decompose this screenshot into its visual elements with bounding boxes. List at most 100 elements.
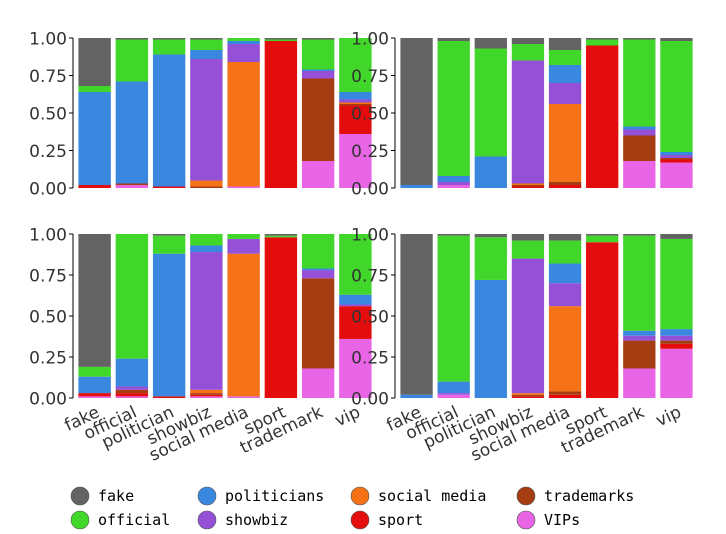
y-tick-label: 0.00 (351, 180, 389, 200)
legend-item-fake: fake (70, 486, 134, 506)
bar-segment-fake-fake (78, 234, 111, 367)
bar-segment-sport-fake (78, 185, 111, 188)
bar-segment-fake-trademark (301, 38, 335, 40)
bar-segment-official-trademark (301, 234, 335, 269)
bar-segment-trademarks-trademark (623, 340, 656, 369)
bar-segment-social-media-social-media (548, 104, 582, 182)
bar-segment-trademarks-trademark (301, 278, 335, 369)
bar-segment-official-sport (264, 235, 298, 238)
bar-segment-vips-vip (660, 162, 693, 188)
bar-segment-fake-vip (660, 38, 693, 41)
legend-label: showbiz (225, 511, 288, 529)
bar-segment-vips-vip (339, 134, 372, 188)
bar-segment-sport-vip (660, 343, 693, 349)
y-tick-label: 0.50 (29, 308, 67, 328)
bar-segment-official-official (115, 234, 149, 359)
bar-segment-sport-politician (152, 396, 186, 398)
bar-segment-showbiz-showbiz (190, 252, 223, 390)
bar-segment-politicians-politician (152, 253, 186, 397)
bar-segment-official-sport (586, 235, 619, 243)
y-tick-label: 1.00 (29, 30, 67, 50)
bar-segment-official-showbiz (190, 234, 223, 246)
legend-item-social-media: social media (350, 486, 486, 506)
bar-segment-sport-sport (586, 45, 619, 188)
panel-4: 0.000.250.500.751.00fakeofficialpolitici… (351, 226, 693, 466)
bar-segment-sport-social-media (548, 394, 582, 398)
legend-swatch (70, 510, 90, 530)
bar-segment-politicians-official (437, 176, 470, 182)
bar-segment-fake-sport (264, 234, 298, 236)
bar-segment-trademarks-official (115, 183, 149, 185)
bar-segment-fake-politician (152, 234, 186, 236)
bar-segment-showbiz-social-media (227, 238, 260, 254)
bar-segment-official-showbiz (511, 44, 545, 61)
bar-segment-politicians-vip (660, 152, 693, 155)
bar-segment-sport-sport (264, 41, 298, 188)
bar-segment-vips-official (437, 185, 470, 188)
bar-segment-vips-trademark (623, 161, 656, 188)
legend-label: fake (98, 487, 134, 505)
bar-segment-official-social-media (548, 50, 582, 65)
x-tick-label: vip (653, 402, 685, 431)
bar-segment-official-trademark (623, 235, 656, 331)
bar-segment-politicians-fake (78, 376, 111, 394)
bar-segment-politicians-official (115, 358, 149, 387)
bar-segment-politicians-trademark (301, 268, 335, 271)
bar-segment-sport-sport (586, 242, 619, 398)
bar-segment-official-vip (660, 41, 693, 152)
bar-segment-vips-social-media (227, 396, 260, 398)
bar-segment-trademarks-official (115, 389, 149, 394)
bar-segment-politicians-showbiz (190, 50, 223, 59)
y-tick-label: 0.25 (29, 349, 67, 369)
bar-segment-vips-vip (339, 338, 372, 398)
bar-segment-politicians-vip (660, 329, 693, 336)
bar-segment-trademarks-vip (339, 104, 372, 106)
bar-segment-politicians-trademark (623, 330, 656, 336)
legend-item-official: official (70, 510, 170, 530)
bar-segment-fake-politician (152, 38, 186, 40)
bar-segment-fake-fake (78, 38, 111, 86)
bar-segment-sport-showbiz (511, 396, 545, 398)
bar-segment-politicians-fake (400, 394, 433, 398)
y-tick-label: 1.00 (351, 226, 389, 246)
y-tick-label: 0.50 (351, 308, 389, 328)
bar-segment-sport-social-media (548, 185, 582, 188)
bar-segment-social-media-showbiz (511, 183, 545, 185)
bar-segment-politicians-social-media (548, 263, 582, 284)
bar-segment-trademarks-trademark (623, 135, 656, 161)
bar-segment-vips-official (115, 396, 149, 398)
panel-1: 0.00 0.25 0.50 0.75 1.00 (29, 30, 372, 200)
bar-segment-fake-trademark (623, 38, 656, 40)
bar-segment-politicians-trademark (301, 69, 335, 71)
bar-segment-social-media-showbiz (511, 393, 545, 395)
bar-segment-showbiz-showbiz (511, 60, 545, 184)
legend-swatch (197, 486, 217, 506)
bar-segment-trademarks-social-media (548, 182, 582, 185)
bar-segment-showbiz-vip (660, 335, 693, 341)
bar-segment-vips-trademark (301, 368, 335, 398)
bar-segment-social-media-vip (339, 102, 372, 104)
legend-label: politicians (225, 487, 324, 505)
bar-segment-showbiz-official (115, 386, 149, 390)
bar-segment-trademarks-vip (660, 158, 693, 160)
legend-swatch (350, 486, 370, 506)
bar-segment-politicians-social-media (227, 41, 260, 44)
bar-segment-politicians-politician (474, 279, 507, 398)
bar-segment-official-trademark (623, 39, 656, 127)
bar-segment-politicians-vip (339, 294, 372, 305)
bar-segment-fake-sport (264, 38, 298, 40)
bar-segment-fake-showbiz (511, 234, 545, 241)
bar-segment-politicians-politician (152, 54, 186, 187)
legend-item-sport: sport (350, 510, 423, 530)
bar-segment-official-politician (152, 39, 186, 55)
bar-segment-showbiz-official (437, 393, 470, 395)
bar-segment-vips-social-media (227, 186, 260, 188)
bar-segment-politicians-official (115, 81, 149, 184)
y-tick-label: 0.50 (351, 105, 389, 125)
y-tick-label: 0.00 (29, 180, 67, 200)
legend-label: official (98, 511, 170, 529)
bar-segment-fake-social-media (548, 38, 582, 50)
bar-segment-trademarks-showbiz (190, 186, 223, 188)
bar-segment-trademarks-showbiz (511, 185, 545, 187)
